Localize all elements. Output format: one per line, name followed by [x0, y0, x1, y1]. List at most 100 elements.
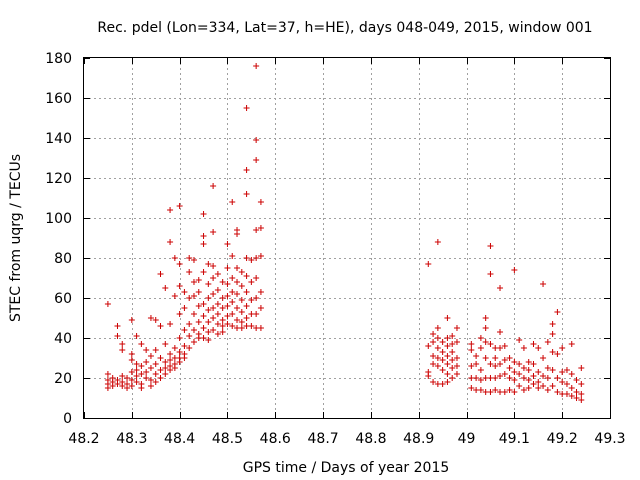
data-point: [434, 239, 441, 245]
data-point: [119, 373, 126, 379]
data-point: [229, 311, 236, 317]
data-point: [176, 335, 183, 341]
data-point: [434, 335, 441, 341]
data-point: [477, 387, 484, 393]
data-point: [525, 359, 532, 365]
data-point: [530, 373, 537, 379]
data-point: [554, 309, 561, 315]
data-point: [234, 265, 241, 271]
data-point: [133, 333, 140, 339]
data-point: [214, 321, 221, 327]
data-point: [133, 373, 140, 379]
data-point: [492, 387, 499, 393]
data-point: [468, 363, 475, 369]
data-point: [511, 377, 518, 383]
data-point: [181, 327, 188, 333]
data-point: [449, 365, 456, 371]
data-point: [219, 317, 226, 323]
data-point: [224, 241, 231, 247]
data-point: [128, 383, 135, 389]
data-point: [535, 345, 542, 351]
data-point: [520, 345, 527, 351]
data-point: [563, 381, 570, 387]
data-point: [468, 341, 475, 347]
data-point: [167, 239, 174, 245]
data-point: [248, 323, 255, 329]
data-point: [540, 281, 547, 287]
data-point: [176, 261, 183, 267]
data-point: [162, 285, 169, 291]
data-point: [439, 357, 446, 363]
data-point: [573, 377, 580, 383]
data-point: [430, 361, 437, 367]
data-point: [506, 387, 513, 393]
data-point: [530, 381, 537, 387]
x-tick-label: 48.3: [116, 431, 147, 447]
data-point: [520, 387, 527, 393]
y-tick-label: 60: [54, 291, 72, 307]
data-point: [506, 365, 513, 371]
data-point: [229, 253, 236, 259]
data-point: [430, 353, 437, 359]
data-point: [501, 371, 508, 377]
data-point: [497, 361, 504, 367]
x-tick-label: 49: [458, 431, 476, 447]
data-point: [109, 383, 116, 389]
data-point: [535, 369, 542, 375]
data-point: [147, 383, 154, 389]
data-point: [530, 361, 537, 367]
data-point: [473, 353, 480, 359]
data-point: [568, 341, 575, 347]
data-point: [568, 371, 575, 377]
data-point: [104, 385, 111, 391]
data-point: [238, 325, 245, 331]
data-point: [434, 363, 441, 369]
data-point: [444, 371, 451, 377]
y-tick-label: 180: [45, 51, 72, 67]
data-point: [511, 267, 518, 273]
data-point: [243, 255, 250, 261]
data-point: [243, 105, 250, 111]
x-axis-title: GPS time / Days of year 2015: [243, 460, 450, 476]
data-point: [253, 295, 260, 301]
data-point: [449, 341, 456, 347]
data-point: [205, 281, 212, 287]
grid-lines: [84, 58, 610, 418]
y-tick-label: 20: [54, 371, 72, 387]
data-point: [544, 365, 551, 371]
data-point: [477, 367, 484, 373]
data-point: [497, 373, 504, 379]
data-point: [128, 369, 135, 375]
data-point: [181, 305, 188, 311]
data-point: [195, 277, 202, 283]
data-point: [540, 383, 547, 389]
data-point: [219, 329, 226, 335]
data-point: [195, 303, 202, 309]
data-point: [224, 265, 231, 271]
data-point: [190, 279, 197, 285]
data-point: [492, 355, 499, 361]
data-point: [568, 385, 575, 391]
data-point: [501, 343, 508, 349]
x-tick-label: 48.4: [164, 431, 195, 447]
data-point: [434, 345, 441, 351]
data-point: [497, 285, 504, 291]
x-tick-label: 49.3: [594, 431, 625, 447]
data-point: [520, 375, 527, 381]
data-point: [425, 343, 432, 349]
data-point: [516, 371, 523, 377]
data-point: [497, 345, 504, 351]
data-point: [219, 295, 226, 301]
data-point: [162, 365, 169, 371]
data-point: [578, 381, 585, 387]
data-point: [224, 303, 231, 309]
data-point: [573, 389, 580, 395]
data-point: [114, 381, 121, 387]
data-point: [162, 371, 169, 377]
data-point: [477, 345, 484, 351]
data-point: [229, 289, 236, 295]
data-point: [128, 317, 135, 323]
data-point: [171, 255, 178, 261]
data-point: [544, 387, 551, 393]
data-point: [195, 319, 202, 325]
